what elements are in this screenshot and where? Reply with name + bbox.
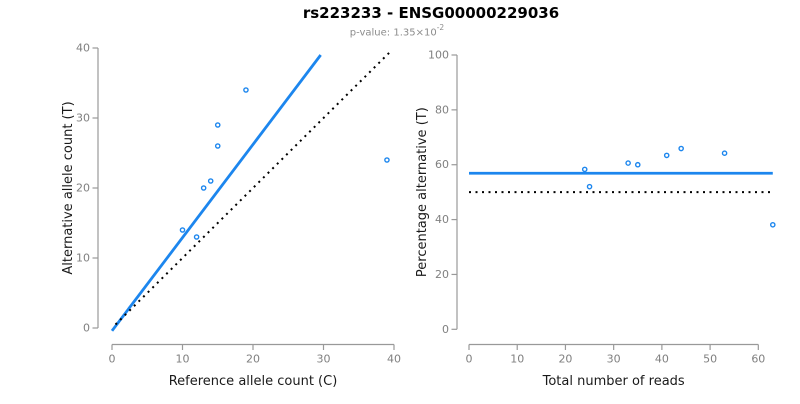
data-point (678, 145, 684, 152)
data-point (214, 143, 221, 149)
y-tick-label: 30 (76, 112, 90, 125)
x-tick-label: 40 (655, 353, 669, 366)
identity-line (114, 52, 390, 326)
x-tick-label: 20 (246, 353, 260, 366)
y-tick-label: 0 (442, 323, 449, 336)
x-axis-title: Total number of reads (542, 374, 685, 389)
y-tick-label: 60 (435, 158, 449, 171)
data-point (581, 166, 588, 173)
y-tick-label: 20 (76, 182, 90, 195)
page-title: rs223233 - ENSG00000229036 (302, 4, 560, 22)
y-axis-title: Percentage alternative (T) (415, 107, 430, 277)
data-point (243, 87, 249, 93)
x-tick-label: 40 (387, 353, 401, 366)
data-point (384, 157, 390, 163)
data-point (200, 185, 207, 191)
y-tick-label: 20 (435, 268, 449, 281)
y-tick-label: 40 (76, 42, 90, 55)
x-tick-label: 30 (607, 353, 621, 366)
percentage-scatter-panel: 0 20 40 60 80 100 0 10 20 30 40 50 60 Total number of… (415, 49, 776, 389)
y-tick-label: 100 (428, 49, 449, 62)
y-tick-label: 80 (435, 103, 449, 116)
y-tick-label: 40 (435, 213, 449, 226)
p-value-mantissa: 1.35×10 (393, 27, 437, 39)
data-point (586, 183, 593, 190)
x-tick-label: 10 (176, 353, 190, 366)
y-tick-label: 10 (76, 252, 90, 265)
x-tick-label: 30 (317, 353, 331, 366)
x-tick-label: 50 (703, 353, 717, 366)
x-axis-title: Reference allele count (C) (169, 374, 338, 389)
x-tick-label: 10 (510, 353, 524, 366)
data-point (634, 161, 641, 168)
y-axis-title: Alternative allele count (T) (61, 101, 76, 274)
regression-line (110, 54, 322, 332)
data-point (179, 227, 186, 233)
p-value-prefix: p-value: (349, 27, 394, 39)
data-point (769, 221, 776, 228)
y-tick-label: 0 (83, 322, 90, 335)
data-point (625, 160, 631, 166)
x-tick-label: 20 (558, 353, 572, 366)
x-tick-label: 0 (109, 353, 116, 366)
allele-counts-scatter-panel: 0 10 20 30 40 0 10 20 30 40 Reference allele count… (61, 42, 401, 389)
data-point (214, 122, 221, 128)
p-value-exponent: -2 (436, 23, 445, 32)
x-tick-label: 60 (751, 353, 765, 366)
data-point (721, 150, 728, 156)
data-point (207, 178, 214, 184)
x-tick-label: 0 (466, 353, 473, 366)
data-point (663, 152, 670, 159)
data-point (193, 234, 200, 240)
p-value-subtitle: p-value: 1.35×10-2 (349, 23, 445, 39)
